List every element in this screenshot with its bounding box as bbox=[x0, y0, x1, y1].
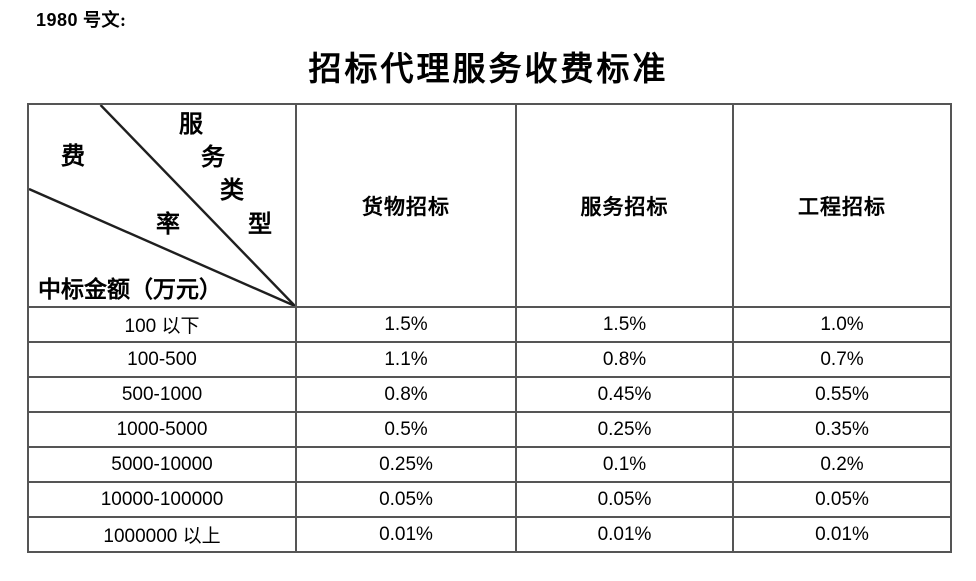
table-row: 100 以下 1.5% 1.5% 1.0% bbox=[27, 306, 952, 343]
corner-rate-char: 费 bbox=[61, 144, 85, 170]
row-range-cell: 500-1000 bbox=[27, 376, 297, 413]
fee-value-cell: 0.55% bbox=[732, 376, 952, 413]
column-header-services: 服务招标 bbox=[515, 103, 734, 308]
fee-value-cell: 0.25% bbox=[295, 446, 517, 483]
fee-value-cell: 0.05% bbox=[732, 481, 952, 518]
table-row: 100-500 1.1% 0.8% 0.7% bbox=[27, 341, 952, 378]
corner-rate-char: 率 bbox=[156, 212, 180, 238]
corner-type-char: 服 bbox=[179, 112, 203, 138]
table-row: 500-1000 0.8% 0.45% 0.55% bbox=[27, 376, 952, 413]
fee-value-cell: 0.01% bbox=[515, 516, 734, 553]
table-row: 1000000 以上 0.01% 0.01% 0.01% bbox=[27, 516, 952, 553]
fee-value-cell: 1.1% bbox=[295, 341, 517, 378]
row-range-cell: 1000-5000 bbox=[27, 411, 297, 448]
fee-value-cell: 0.8% bbox=[295, 376, 517, 413]
row-range-cell: 5000-10000 bbox=[27, 446, 297, 483]
doc-number-label: 1980 号文: bbox=[36, 6, 127, 32]
diagonal-lines bbox=[29, 105, 295, 306]
table-row: 10000-100000 0.05% 0.05% 0.05% bbox=[27, 481, 952, 518]
fee-value-cell: 1.5% bbox=[295, 306, 517, 343]
fee-value-cell: 0.35% bbox=[732, 411, 952, 448]
fee-value-cell: 0.05% bbox=[515, 481, 734, 518]
fee-value-cell: 0.45% bbox=[515, 376, 734, 413]
row-range-cell: 1000000 以上 bbox=[27, 516, 297, 553]
fee-value-cell: 1.5% bbox=[515, 306, 734, 343]
row-range-cell: 10000-100000 bbox=[27, 481, 297, 518]
doc-number-suffix: 号文: bbox=[78, 10, 127, 30]
corner-type-char: 型 bbox=[248, 212, 272, 238]
table-row: 1000-5000 0.5% 0.25% 0.35% bbox=[27, 411, 952, 448]
fee-value-cell: 0.01% bbox=[295, 516, 517, 553]
fee-value-cell: 0.01% bbox=[732, 516, 952, 553]
corner-row-axis-label: 中标金额（万元） bbox=[38, 277, 222, 302]
fee-value-cell: 0.05% bbox=[295, 481, 517, 518]
fee-schedule-table: 服 务 类 型 费 率 中标金额（万元） 货物招标 服务招标 工程招标 100 … bbox=[27, 103, 952, 553]
column-header-goods: 货物招标 bbox=[295, 103, 517, 308]
fee-value-cell: 0.8% bbox=[515, 341, 734, 378]
fee-value-cell: 1.0% bbox=[732, 306, 952, 343]
fee-value-cell: 0.1% bbox=[515, 446, 734, 483]
table-row: 5000-10000 0.25% 0.1% 0.2% bbox=[27, 446, 952, 483]
page-title: 招标代理服务收费标准 bbox=[308, 52, 669, 88]
fee-value-cell: 0.2% bbox=[732, 446, 952, 483]
doc-number: 1980 bbox=[36, 10, 79, 30]
header-row: 服 务 类 型 费 率 中标金额（万元） 货物招标 服务招标 工程招标 bbox=[27, 103, 952, 308]
row-range-cell: 100 以下 bbox=[27, 306, 297, 343]
fee-value-cell: 0.5% bbox=[295, 411, 517, 448]
fee-value-cell: 0.7% bbox=[732, 341, 952, 378]
corner-type-char: 类 bbox=[220, 178, 244, 204]
diagonal-corner-cell: 服 务 类 型 费 率 中标金额（万元） bbox=[27, 103, 297, 308]
fee-value-cell: 0.25% bbox=[515, 411, 734, 448]
row-range-cell: 100-500 bbox=[27, 341, 297, 378]
corner-type-char: 务 bbox=[201, 145, 225, 171]
column-header-engineering: 工程招标 bbox=[732, 103, 952, 308]
